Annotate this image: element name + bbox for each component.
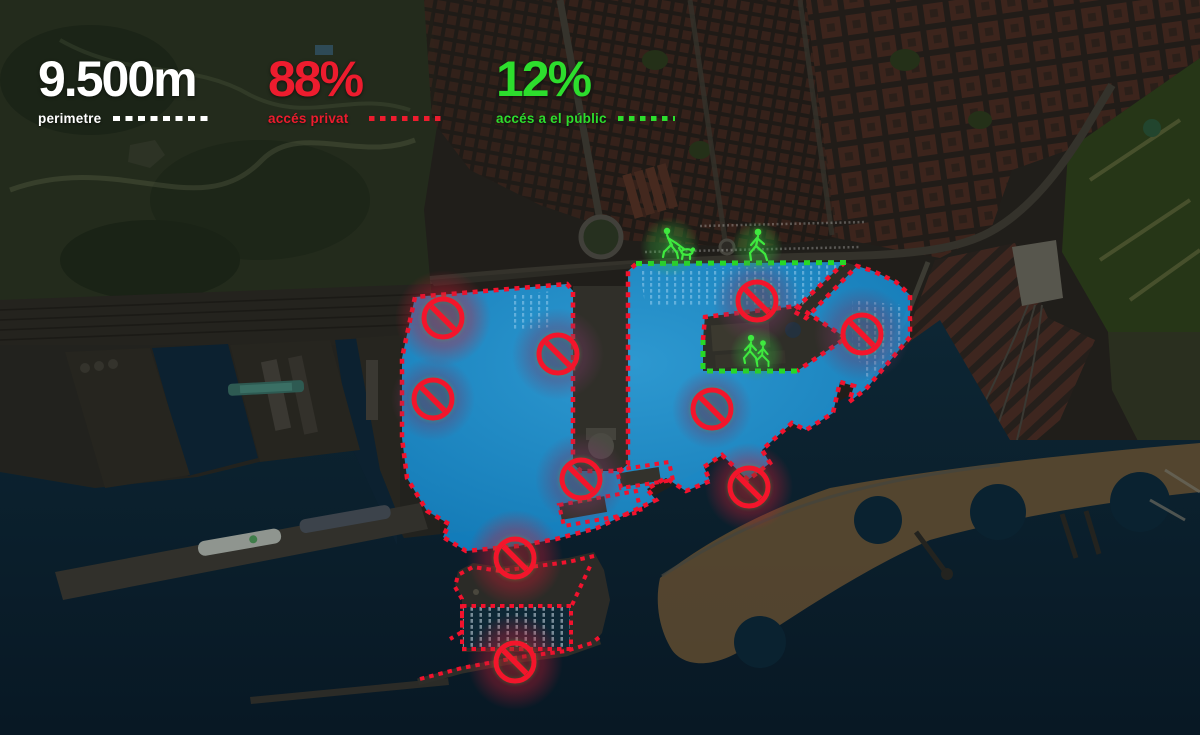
private-access-label: accés privat <box>268 111 349 126</box>
public-access-legend-dashes <box>617 116 675 121</box>
no-entry-icon <box>539 335 577 373</box>
no-entry-icon <box>730 468 768 506</box>
avenue-road <box>556 0 605 227</box>
no-entry-icon <box>414 380 452 418</box>
restricted-marina-link-line <box>570 561 594 606</box>
no-entry-icon <box>424 299 462 337</box>
roundabout <box>578 214 624 260</box>
private-access-value: 88% <box>268 51 364 107</box>
castle-footprint <box>128 140 165 168</box>
shipyard-sheds <box>622 163 678 219</box>
train-station-roof <box>1012 240 1063 306</box>
no-entry-icon <box>843 315 881 353</box>
stat-private-access: 88% accés privat <box>268 51 444 126</box>
park-area <box>1062 58 1200 332</box>
no-entry-icon <box>496 643 534 681</box>
no-entry-icon <box>693 390 731 428</box>
clock-tower <box>473 589 479 595</box>
stat-perimeter: 9.500m perimetre <box>38 51 209 126</box>
promenade <box>661 463 1001 578</box>
no-entry-icon <box>562 460 600 498</box>
perimeter-value: 9.500m <box>38 51 198 107</box>
breakwater <box>250 678 449 704</box>
pool-footprint <box>315 45 333 55</box>
waterfront-road <box>429 82 1116 284</box>
cargo-piers <box>55 335 449 704</box>
dock-basin <box>152 344 258 476</box>
perimeter-label: perimetre <box>38 111 102 126</box>
rail-yard <box>0 284 432 357</box>
public-access-label: accés a el públic <box>496 111 607 126</box>
cruise-ship <box>299 505 391 533</box>
stat-public-access: 12% accés a el públic <box>496 54 675 126</box>
hillside-area <box>0 0 438 308</box>
rambla-de-mar-quay <box>793 262 857 318</box>
beach-area <box>657 443 1200 668</box>
pedestrian-halo <box>730 327 784 381</box>
no-entry-icon <box>738 282 776 320</box>
parked-cars-rows <box>644 220 867 254</box>
perimeter-legend-dashes <box>113 116 209 121</box>
private-access-legend-dashes <box>369 116 444 121</box>
public-access-value: 12% <box>496 51 592 107</box>
no-entry-icon <box>496 539 534 577</box>
groin-jetties <box>1059 510 1102 559</box>
cruise-ship <box>197 528 282 556</box>
